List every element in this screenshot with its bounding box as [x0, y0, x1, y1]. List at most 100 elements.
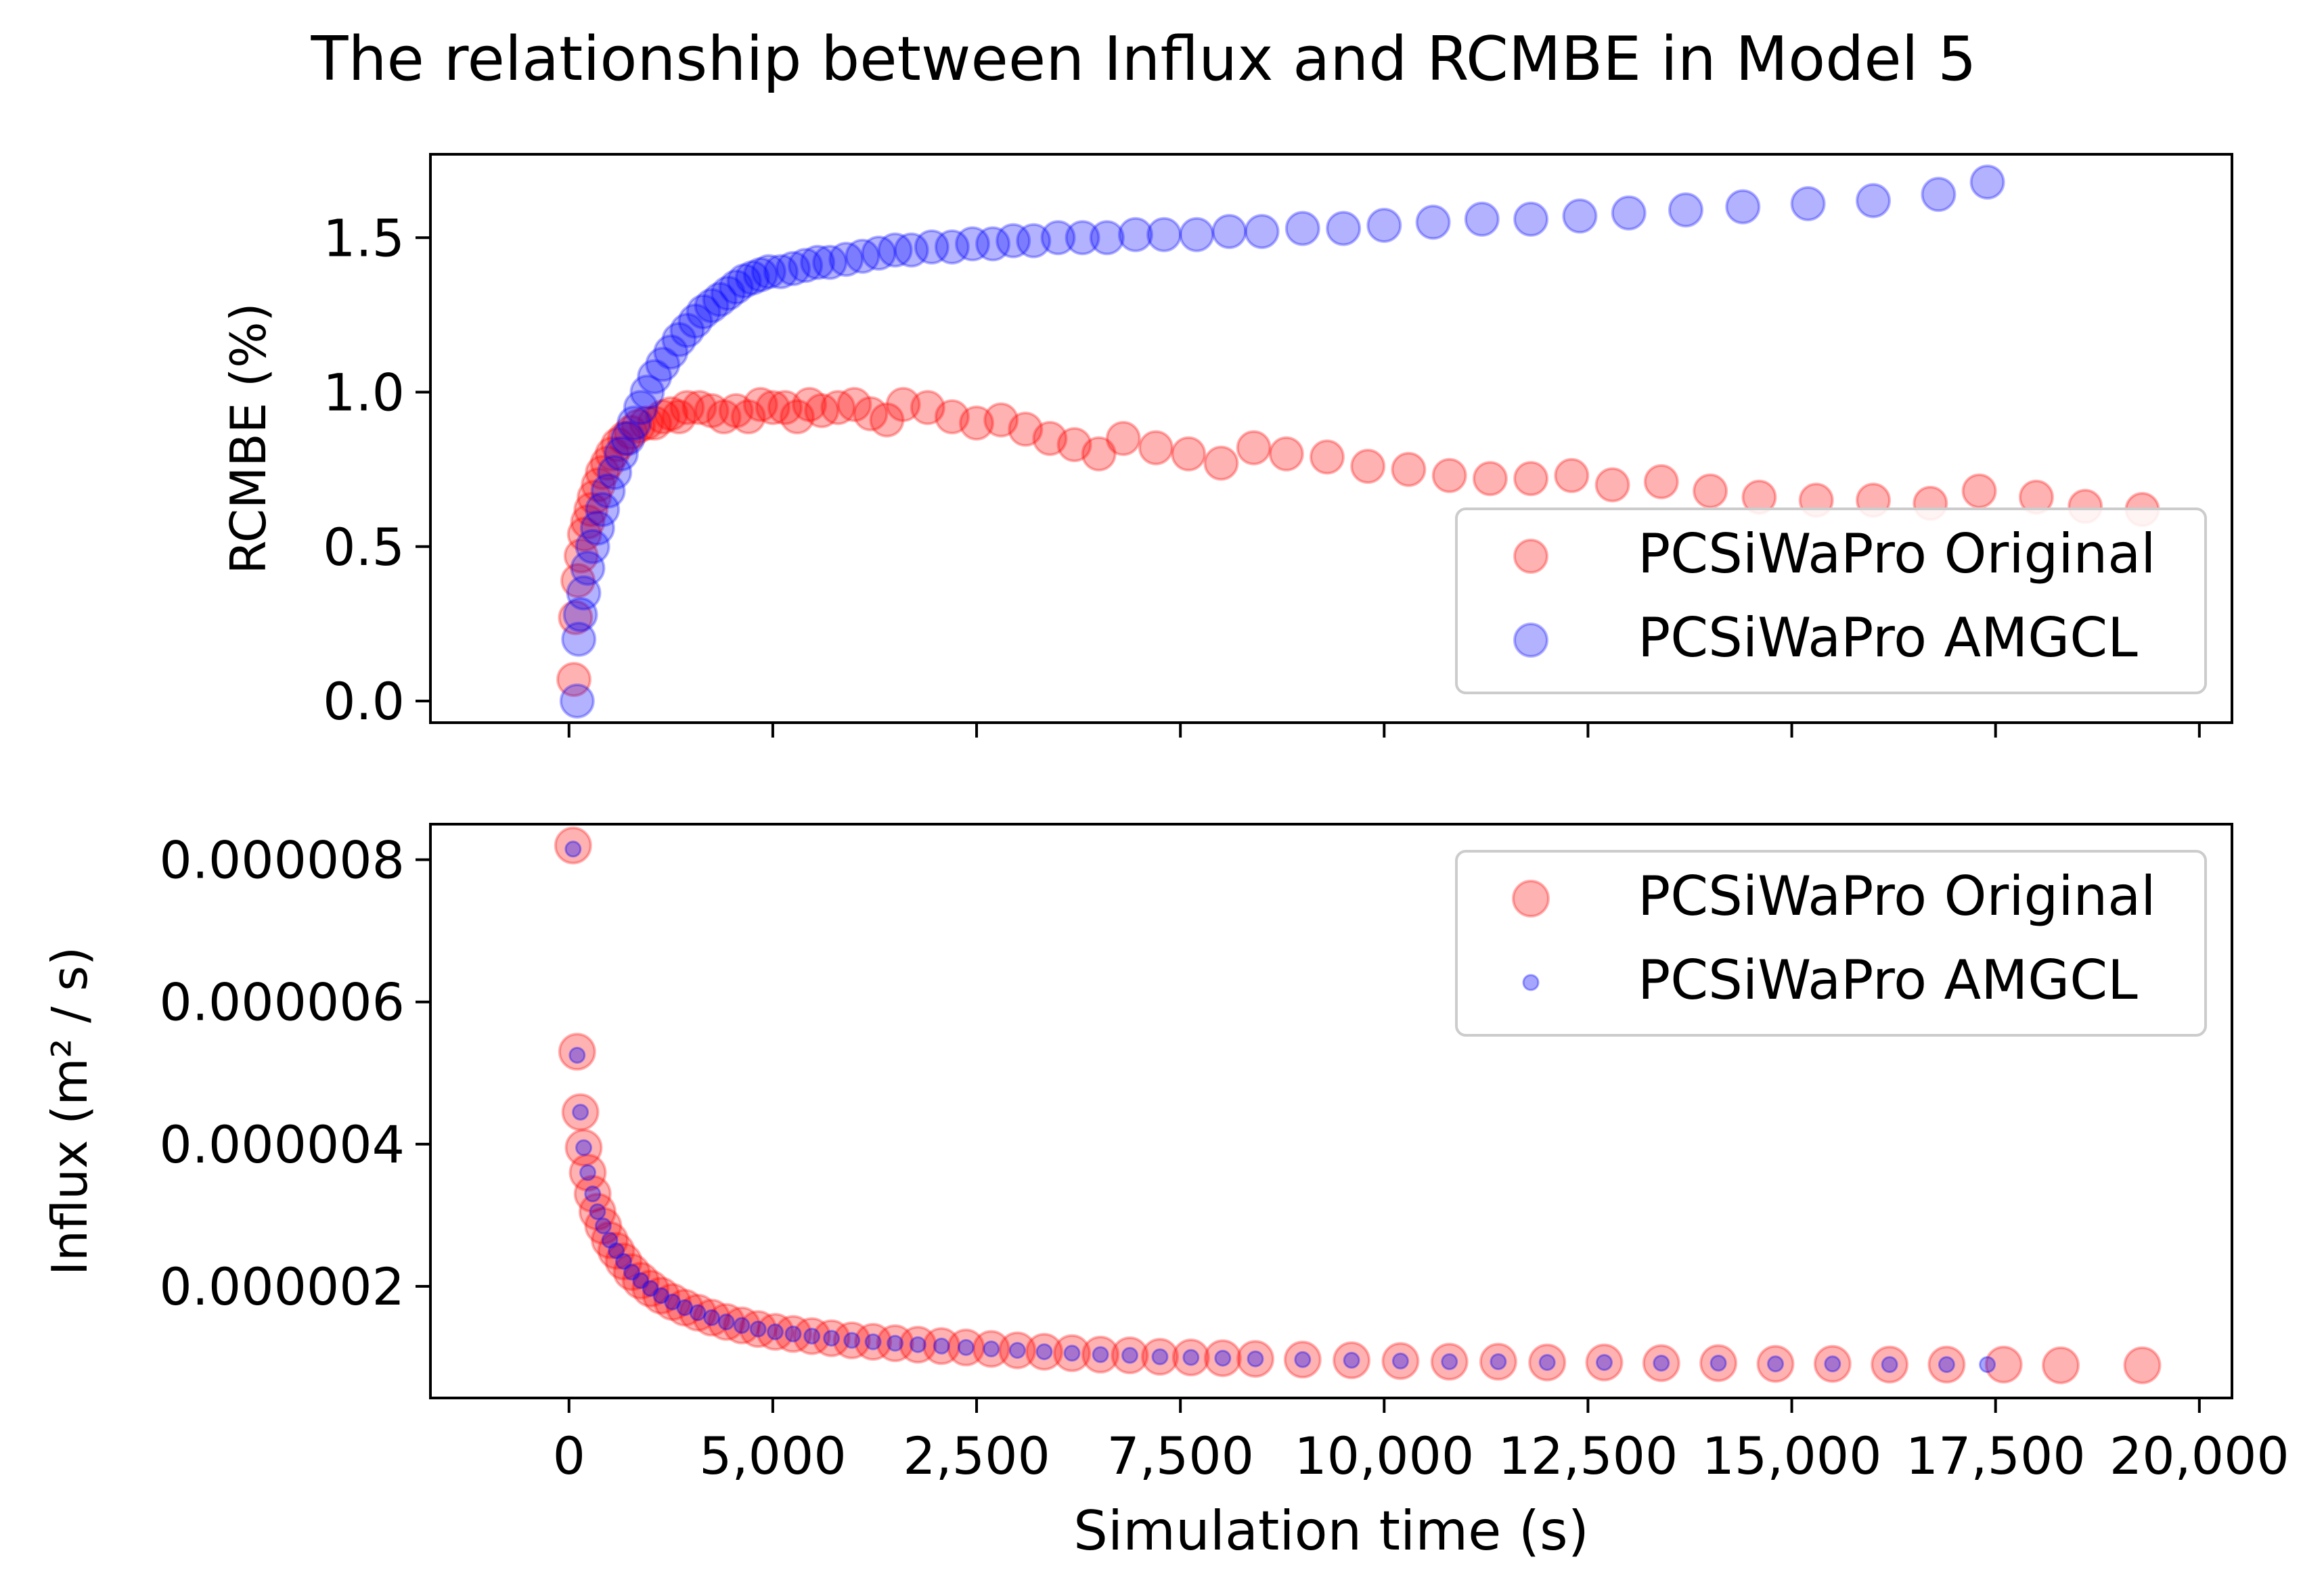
rcmbe-legend-label-original: PCSiWaPro Original — [1638, 522, 2156, 585]
rcmbe-point-amgcl — [788, 248, 824, 284]
rcmbe-point-original — [1171, 436, 1207, 472]
rcmbe-point-original — [1268, 436, 1304, 472]
influx-point-amgcl — [1653, 1355, 1670, 1372]
rcmbe-point-original — [694, 392, 730, 428]
rcmbe-point-amgcl — [812, 244, 848, 280]
rcmbe-point-amgcl — [1089, 220, 1125, 256]
influx-point-original — [568, 1153, 607, 1192]
rcmbe-point-amgcl — [1326, 210, 1362, 246]
rcmbe-point-original — [869, 402, 905, 438]
influx-point-original — [899, 1326, 937, 1364]
rcmbe-point-amgcl — [1065, 220, 1100, 256]
influx-point-amgcl — [1767, 1355, 1784, 1373]
influx-point-amgcl — [652, 1287, 670, 1305]
influx-point-amgcl — [1182, 1349, 1200, 1366]
rcmbe-point-original — [570, 504, 606, 540]
influx-point-original — [679, 1293, 717, 1332]
rcmbe-point-original — [1081, 436, 1117, 472]
rcmbe-point-amgcl — [686, 294, 721, 330]
influx-point-amgcl — [887, 1334, 904, 1352]
influx-point-original — [561, 1093, 600, 1131]
influx-point-original — [1053, 1334, 1091, 1372]
influx-point-amgcl — [1092, 1346, 1109, 1363]
rcmbe-point-original — [885, 386, 921, 422]
influx-legend: PCSiWaPro Original PCSiWaPro AMGCL — [1455, 850, 2207, 1037]
influx-point-amgcl — [1008, 1342, 1026, 1359]
influx-point-amgcl — [823, 1330, 841, 1347]
rcmbe-point-amgcl — [1040, 220, 1076, 256]
influx-y-tick-label: 0.000004 — [159, 1114, 405, 1175]
rcmbe-point-original — [589, 445, 625, 481]
rcmbe-point-original — [718, 392, 754, 428]
rcmbe-point-original — [1138, 430, 1174, 466]
rcmbe-point-amgcl — [877, 232, 913, 268]
rcmbe-point-amgcl — [1415, 204, 1451, 240]
rcmbe-point-original — [585, 455, 621, 491]
x-tick-label: 12,500 — [1498, 1426, 1678, 1486]
rcmbe-point-amgcl — [653, 334, 689, 370]
influx-point-original — [621, 1261, 660, 1300]
influx-point-amgcl — [594, 1217, 612, 1235]
rcmbe-point-original — [556, 662, 591, 698]
rcmbe-point-original — [1350, 449, 1386, 484]
rcmbe-point-amgcl — [694, 288, 730, 323]
rcmbe-point-amgcl — [1464, 201, 1500, 237]
influx-legend-marker-amgcl — [1522, 974, 1540, 991]
influx-point-original — [1333, 1341, 1371, 1380]
influx-point-amgcl — [1343, 1351, 1360, 1369]
influx-point-original — [554, 826, 592, 865]
rcmbe-x-axis — [567, 723, 2201, 738]
influx-y-axis-label: Influx (m² / s) — [41, 947, 98, 1276]
rcmbe-legend: PCSiWaPro Original PCSiWaPro AMGCL — [1455, 507, 2207, 694]
rcmbe-point-amgcl — [726, 263, 762, 299]
rcmbe-y-tick-label: 1.5 — [323, 208, 405, 268]
influx-point-original — [774, 1315, 812, 1353]
influx-point-original — [1984, 1345, 2023, 1384]
rcmbe-point-amgcl — [1146, 217, 1182, 252]
rcmbe-point-amgcl — [637, 359, 673, 394]
rcmbe-y-tick-label: 1.0 — [323, 363, 405, 423]
influx-point-original — [1699, 1344, 1738, 1382]
influx-x-axis: 0 5,000 2,500 7,500 10,000 12,500 15,000 17,500… — [553, 1398, 2289, 1486]
influx-point-amgcl — [632, 1272, 650, 1290]
influx-point-amgcl — [957, 1338, 975, 1356]
x-tick-label: 2,500 — [903, 1426, 1050, 1486]
rcmbe-points — [556, 164, 2160, 719]
influx-point-amgcl — [568, 1047, 586, 1064]
influx-point-original — [1203, 1339, 1242, 1378]
influx-point-amgcl — [572, 1104, 589, 1121]
rcmbe-point-amgcl — [1179, 217, 1215, 252]
rcmbe-point-original — [653, 396, 689, 432]
influx-point-original — [564, 1129, 603, 1167]
x-tick-label: 0 — [553, 1426, 585, 1486]
influx-point-original — [947, 1328, 985, 1367]
influx-point-original — [1430, 1342, 1469, 1381]
rcmbe-point-original — [573, 492, 609, 527]
influx-point-original — [597, 1232, 635, 1270]
influx-point-amgcl — [564, 840, 582, 858]
rcmbe-point-amgcl — [570, 550, 606, 586]
influx-point-amgcl — [1938, 1356, 1955, 1374]
rcmbe-point-original — [804, 392, 840, 428]
rcmbe-point-original — [820, 390, 856, 426]
rcmbe-point-amgcl — [590, 473, 626, 509]
influx-point-amgcl — [1121, 1347, 1138, 1364]
rcmbe-subplot: 0.0 0.5 1.0 1.5 RCMBE (%) PCSiWaPro Origina… — [220, 153, 2233, 738]
rcmbe-point-amgcl — [1668, 192, 1703, 228]
rcmbe-point-original — [1056, 427, 1092, 463]
rcmbe-point-amgcl — [566, 575, 602, 611]
rcmbe-point-original — [581, 467, 617, 503]
influx-point-original — [665, 1288, 704, 1327]
influx-legend-marker-original — [1512, 880, 1550, 918]
rcmbe-point-amgcl — [828, 242, 864, 277]
rcmbe-point-amgcl — [1117, 217, 1153, 252]
rcmbe-point-original — [600, 427, 635, 463]
influx-point-original — [578, 1192, 617, 1231]
influx-point-amgcl — [664, 1293, 681, 1311]
influx-point-amgcl — [717, 1313, 735, 1331]
influx-point-amgcl — [1151, 1348, 1169, 1365]
figure-title: The relationship between Influx and RCMB… — [310, 24, 1976, 95]
rcmbe-legend-label-amgcl: PCSiWaPro AMGCL — [1638, 606, 2138, 669]
influx-point-amgcl — [933, 1337, 950, 1355]
